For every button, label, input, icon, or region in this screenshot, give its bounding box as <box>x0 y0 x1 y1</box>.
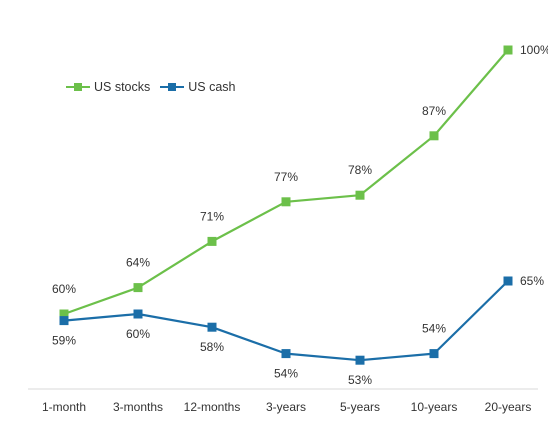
chart-legend: US stocks US cash <box>66 80 236 94</box>
x-tick-label: 1-month <box>42 400 86 414</box>
data-point-stocks <box>59 309 69 319</box>
data-point-stocks <box>207 236 217 246</box>
data-label-stocks: 87% <box>422 104 446 118</box>
data-point-stocks <box>133 283 143 293</box>
data-label-cash: 59% <box>52 334 76 348</box>
data-point-stocks <box>355 190 365 200</box>
data-label-cash: 60% <box>126 327 150 341</box>
data-point-stocks <box>503 45 513 55</box>
data-point-cash <box>503 276 513 286</box>
data-label-cash: 65% <box>520 274 544 288</box>
data-label-stocks: 71% <box>200 209 224 223</box>
data-label-cash: 58% <box>200 340 224 354</box>
data-point-cash <box>59 316 69 326</box>
x-tick-label: 5-years <box>340 400 380 414</box>
legend-swatch-cash <box>160 80 185 94</box>
data-point-cash <box>429 349 439 359</box>
data-point-cash <box>281 349 291 359</box>
data-label-stocks: 60% <box>52 282 76 296</box>
data-label-stocks: 100% <box>520 43 548 57</box>
legend-swatch-stocks <box>66 80 90 94</box>
data-point-cash <box>207 322 217 332</box>
data-label-stocks: 77% <box>274 170 298 184</box>
data-point-stocks <box>281 197 291 207</box>
x-tick-label: 10-years <box>411 400 458 414</box>
data-label-cash: 54% <box>274 367 298 381</box>
data-label-cash: 54% <box>422 322 446 336</box>
data-point-cash <box>133 309 143 319</box>
series-line-cash <box>63 280 509 362</box>
data-point-stocks <box>429 131 439 141</box>
legend-item-cash: US cash <box>160 80 236 94</box>
data-label-stocks: 78% <box>348 163 372 177</box>
legend-item-stocks: US stocks <box>66 80 150 94</box>
legend-label-cash: US cash <box>188 80 236 94</box>
x-tick-label: 3-months <box>113 400 163 414</box>
legend-label-stocks: US stocks <box>94 80 151 94</box>
data-label-stocks: 64% <box>126 256 150 270</box>
data-label-cash: 53% <box>348 373 372 387</box>
data-point-cash <box>355 355 365 365</box>
x-tick-label: 3-years <box>266 400 306 414</box>
x-tick-label: 20-years <box>485 400 532 414</box>
x-tick-label: 12-months <box>184 400 241 414</box>
